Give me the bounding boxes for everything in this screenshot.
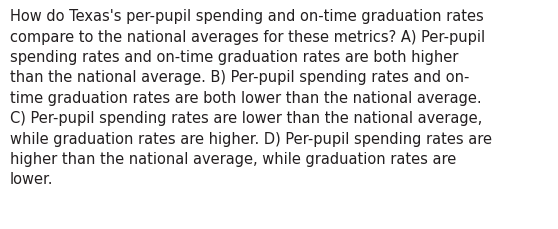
Text: How do Texas's per-pupil spending and on-time graduation rates
compare to the na: How do Texas's per-pupil spending and on… (10, 9, 492, 187)
